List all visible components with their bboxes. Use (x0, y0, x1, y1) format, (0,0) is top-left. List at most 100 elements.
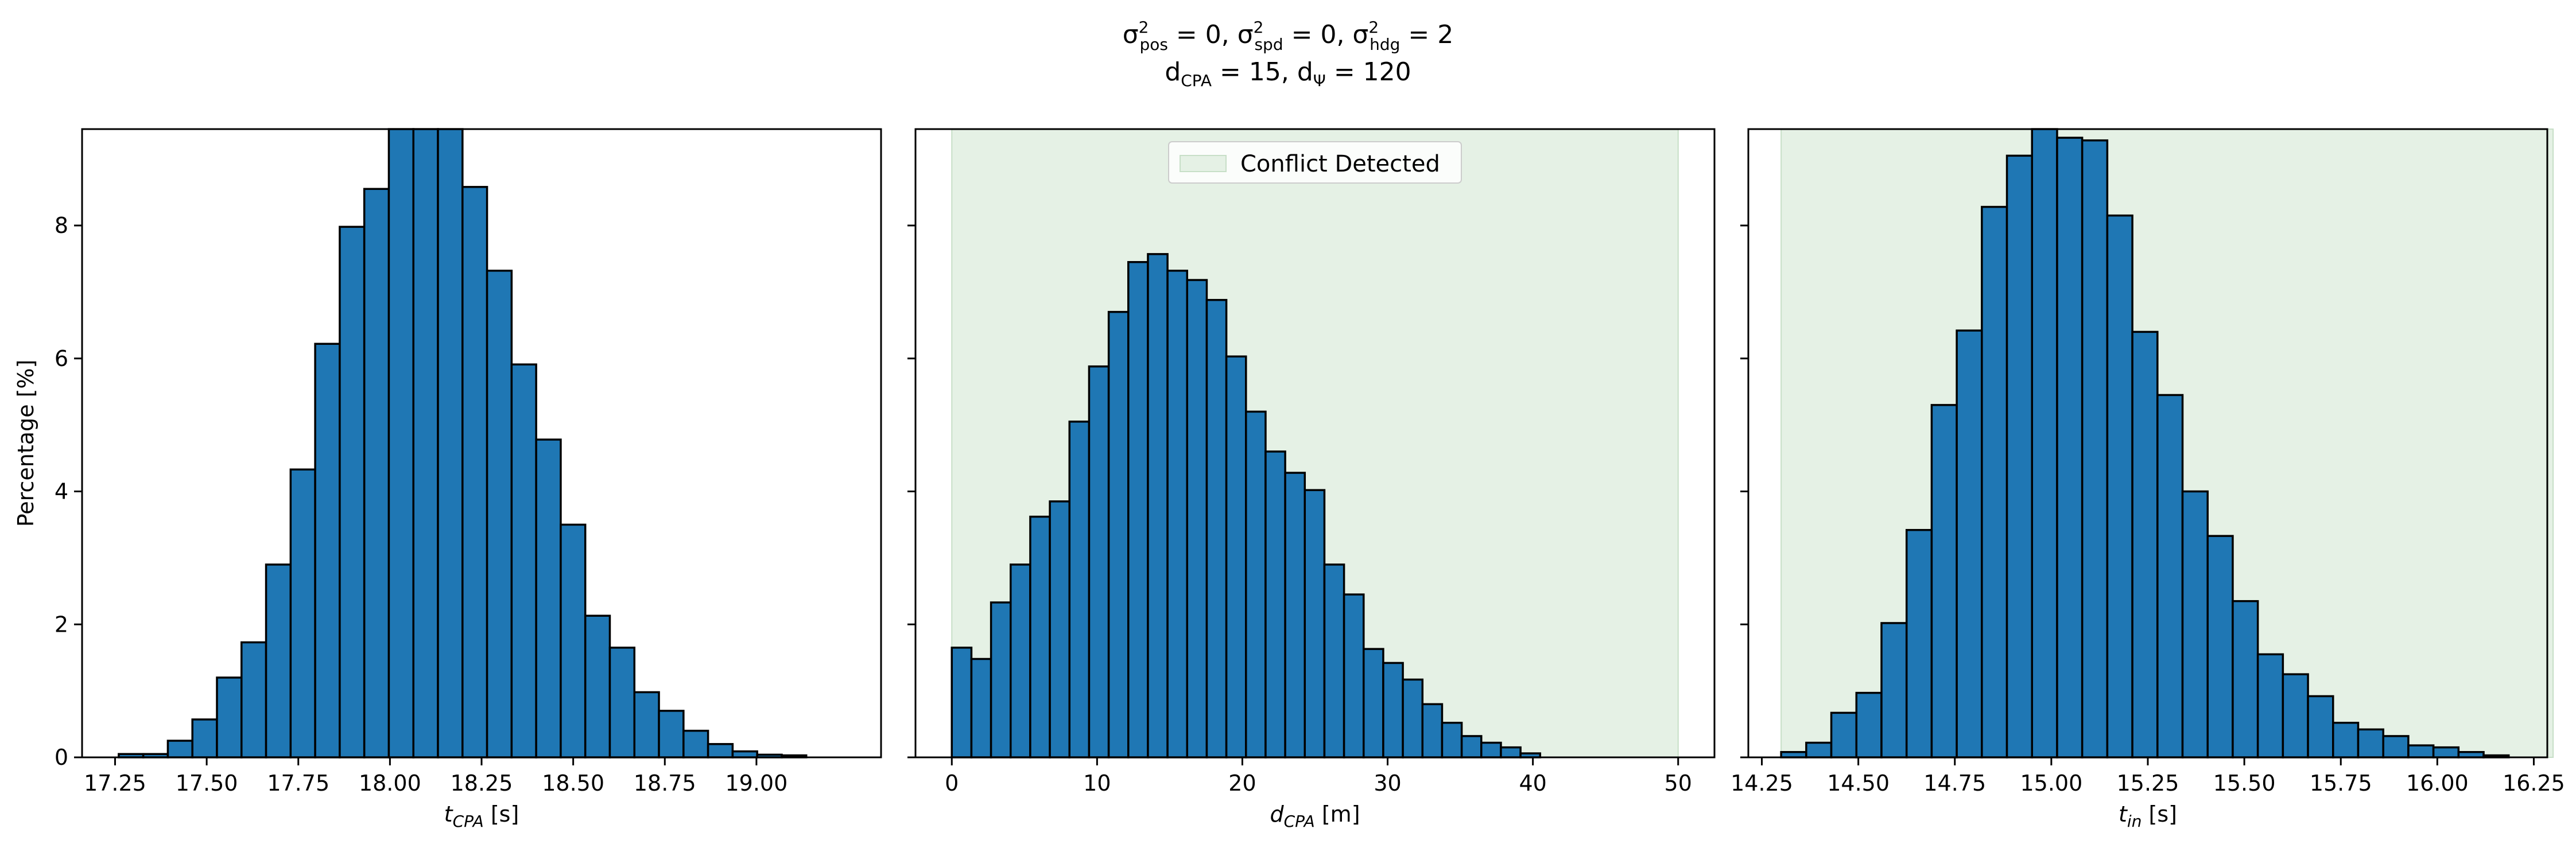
histogram-bar (1284, 472, 1306, 758)
histogram-bar (1382, 662, 1404, 758)
x-tick-label: 17.25 (84, 771, 146, 796)
legend-box (1168, 141, 1462, 184)
x-tick-label: 18.00 (359, 771, 421, 796)
histogram-bar (1500, 746, 1522, 758)
histogram-bar (1107, 310, 1130, 758)
histogram-bar (658, 710, 685, 758)
histogram-bar (216, 676, 243, 758)
histogram-bar (1225, 355, 1247, 758)
histogram-bar (2432, 746, 2460, 758)
histogram-bar (2081, 139, 2109, 758)
x-tick-label: 19.00 (726, 771, 788, 796)
x-tick-label: 15.00 (2020, 771, 2082, 796)
x-tick-label: 14.75 (1923, 771, 1986, 796)
histogram-bar (1264, 450, 1286, 758)
histogram-bar (633, 691, 660, 758)
histogram-bar (682, 729, 709, 758)
axes-frame (914, 128, 1716, 758)
histogram-bar (2282, 673, 2309, 758)
x-tick-label: 17.75 (267, 771, 329, 796)
x-axis-label: tin [s] (2119, 802, 2177, 831)
histogram-bar (1805, 741, 1833, 758)
y-tick-label: 4 (55, 479, 68, 504)
x-axis-label: dCPA [m] (1270, 802, 1360, 831)
histogram-bar (707, 743, 734, 758)
histogram-bar (1127, 260, 1149, 758)
histogram-bar (412, 128, 439, 758)
histogram-bar (1855, 691, 1883, 758)
histogram-bar (2382, 735, 2410, 758)
histogram-bar (1186, 279, 1208, 758)
figure-title-line1: σ2 pos = 0, σ2 spd = 0, σ2 hdg = 2 (1123, 18, 1454, 54)
histogram-bar (1010, 563, 1031, 758)
histogram-bar (1088, 365, 1110, 758)
histogram-bar (535, 438, 562, 758)
histogram-bar (1402, 678, 1424, 758)
histogram-bar (387, 128, 414, 758)
histogram-bar (1880, 622, 1908, 758)
histogram-bar (1830, 711, 1858, 758)
histogram-bar (461, 186, 488, 758)
histogram-bar (2156, 394, 2184, 758)
histogram-bar (1363, 648, 1384, 758)
histogram-bar (1460, 735, 1483, 758)
x-tick-label: 15.75 (2310, 771, 2372, 796)
histogram-bar (731, 750, 758, 758)
y-tick-label: 8 (55, 213, 68, 238)
histogram-bar (1049, 500, 1071, 758)
x-tick-label: 20 (1228, 771, 1256, 796)
histogram-bar (970, 658, 992, 758)
histogram-bar (339, 225, 366, 758)
x-tick-label: 50 (1665, 771, 1692, 796)
histogram-bar (437, 128, 464, 758)
histogram-bar (191, 718, 218, 758)
histogram-bar (1480, 741, 1502, 758)
histogram-bar (289, 468, 316, 758)
x-tick-label: 18.50 (542, 771, 604, 796)
x-tick-label: 15.50 (2213, 771, 2276, 796)
y-axis-label: Percentage [%] (13, 360, 38, 527)
x-tick-label: 10 (1083, 771, 1111, 796)
x-tick-label: 18.75 (634, 771, 696, 796)
x-tick-label: 14.50 (1827, 771, 1890, 796)
x-tick-label: 0 (945, 771, 959, 796)
histogram-bar (1441, 721, 1463, 758)
histogram-bar (1245, 410, 1267, 758)
histogram-bar (584, 614, 611, 758)
histogram-bar (1323, 563, 1345, 758)
histogram-bar (951, 647, 973, 758)
histogram-bar (166, 740, 193, 758)
histogram-bar (608, 647, 636, 758)
histogram-bar (1421, 703, 1444, 758)
histogram-panel-1: 17.25 17.50 17.75 18.00 18.25 18.50 18.75 19.00… (13, 128, 882, 831)
x-axis-label: tCPA [s] (444, 802, 519, 831)
histogram-bar (2357, 728, 2384, 758)
histogram-bar (2232, 600, 2259, 758)
x-tick-label: 40 (1519, 771, 1546, 796)
histogram-bar (363, 188, 390, 758)
histogram-bar (1303, 489, 1326, 758)
x-tick-label: 17.50 (176, 771, 238, 796)
x-tick-label: 14.25 (1731, 771, 1793, 796)
histogram-panel-2: 0 10 20 30 40 50 dCPA [m] Conflict Detected (907, 128, 1716, 831)
legend-swatch (1180, 155, 1227, 172)
histogram-panel-3: 14.25 14.50 14.75 15.00 15.25 15.50 15.75 16.00… (1731, 128, 2565, 831)
histogram-bar (1981, 205, 2008, 758)
y-tick-label: 6 (55, 346, 68, 371)
y-tick-label: 2 (55, 612, 68, 637)
histogram-bar (2056, 137, 2084, 758)
x-tick-label: 15.25 (2117, 771, 2179, 796)
histogram-bar (2332, 721, 2360, 758)
histogram-bar (314, 343, 341, 758)
y-tick-label: 0 (55, 745, 68, 770)
x-tick-label: 18.25 (451, 771, 513, 796)
histogram-bar (1930, 404, 1958, 758)
histogram-bar (486, 270, 513, 758)
histogram-bar (2256, 653, 2284, 758)
x-tick-label: 16.25 (2503, 771, 2565, 796)
histogram-bar (240, 641, 267, 758)
histogram-bar (2031, 128, 2058, 758)
histogram-bar (1029, 515, 1051, 758)
legend: Conflict Detected (1168, 141, 1462, 184)
